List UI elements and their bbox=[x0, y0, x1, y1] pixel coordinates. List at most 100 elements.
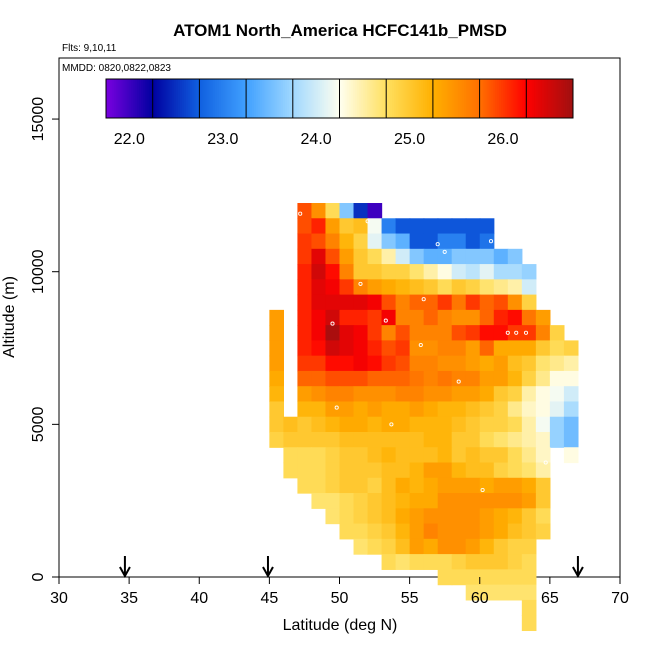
heatmap-cell bbox=[339, 370, 355, 387]
heatmap-cell bbox=[451, 340, 467, 357]
heatmap-cell bbox=[395, 218, 411, 235]
heatmap-cell bbox=[465, 493, 481, 509]
heatmap-cell bbox=[325, 386, 341, 403]
heatmap-cell bbox=[353, 340, 369, 357]
heatmap-cell bbox=[507, 279, 523, 296]
heatmap-cell bbox=[409, 340, 425, 357]
x-tick-label: 60 bbox=[471, 590, 489, 607]
heatmap-cell bbox=[325, 355, 341, 372]
colorbar-swatch bbox=[442, 79, 446, 118]
heatmap-cell bbox=[451, 401, 467, 418]
colorbar-swatch bbox=[417, 79, 420, 118]
colorbar-swatch bbox=[386, 79, 389, 118]
colorbar-swatch bbox=[358, 79, 362, 118]
heatmap-cell bbox=[507, 370, 523, 387]
heatmap-cell bbox=[297, 355, 313, 372]
sample-point bbox=[330, 321, 335, 326]
heatmap-cell bbox=[465, 569, 481, 586]
colorbar-swatch bbox=[218, 79, 222, 118]
colorbar-swatch bbox=[123, 79, 126, 118]
heatmap-cell bbox=[311, 447, 327, 464]
heatmap-cell bbox=[395, 294, 411, 311]
colorbar-swatch bbox=[526, 79, 529, 118]
heatmap-cell bbox=[535, 477, 551, 494]
heatmap-cell bbox=[311, 477, 327, 494]
colorbar-swatch bbox=[446, 79, 449, 118]
heatmap-cell bbox=[423, 508, 439, 525]
heatmap-cell bbox=[521, 538, 537, 555]
heatmap-cell bbox=[353, 386, 369, 403]
colorbar-swatch bbox=[432, 79, 436, 118]
heatmap-cell bbox=[549, 370, 565, 387]
heatmap-cell bbox=[479, 325, 495, 341]
heatmap-cell bbox=[507, 554, 523, 570]
heatmap-cell bbox=[423, 477, 439, 494]
heatmap-cell bbox=[353, 264, 369, 280]
heatmap-cell bbox=[465, 355, 481, 372]
colorbar-swatch bbox=[485, 79, 488, 118]
heatmap-cell bbox=[367, 294, 383, 311]
colorbar-swatch bbox=[222, 79, 226, 118]
heatmap-cell bbox=[339, 248, 355, 265]
colorbar-swatch bbox=[487, 79, 490, 118]
colorbar-swatch bbox=[117, 79, 121, 118]
heatmap-cell bbox=[437, 386, 453, 403]
colorbar-swatch bbox=[430, 79, 434, 118]
heatmap-cell bbox=[297, 370, 313, 387]
y-axis: 0 5000 10000 15000 bbox=[30, 97, 59, 581]
colorbar-swatch bbox=[366, 79, 370, 118]
heatmap-cell bbox=[297, 431, 313, 448]
heatmap-cell bbox=[563, 416, 579, 433]
colorbar-swatch bbox=[506, 79, 510, 118]
heatmap-cell bbox=[395, 325, 411, 341]
colorbar-swatch bbox=[109, 79, 113, 118]
heatmap-cell bbox=[409, 309, 425, 326]
colorbar-swatch bbox=[547, 79, 551, 118]
colorbar-swatch bbox=[205, 79, 208, 118]
heatmap-cell bbox=[353, 370, 369, 387]
heatmap-cell bbox=[297, 309, 313, 326]
colorbar-swatch bbox=[353, 79, 356, 118]
heatmap-cell bbox=[465, 325, 481, 341]
heatmap-cell bbox=[339, 447, 355, 464]
heatmap-cell bbox=[269, 340, 284, 357]
colorbar-swatch bbox=[249, 79, 253, 118]
colorbar-swatch bbox=[473, 79, 477, 118]
heatmap-cell bbox=[493, 279, 509, 296]
colorbar-swatch bbox=[545, 79, 549, 118]
colorbar-swatch bbox=[168, 79, 171, 118]
colorbar-swatch bbox=[306, 79, 309, 118]
heatmap-cell bbox=[325, 218, 341, 235]
heatmap-cell bbox=[353, 203, 369, 219]
heatmap-cell bbox=[465, 264, 481, 280]
heatmap-cell bbox=[325, 462, 341, 479]
heatmap-cell bbox=[367, 340, 383, 357]
heatmap-cell bbox=[381, 264, 397, 280]
heatmap-cell bbox=[367, 325, 383, 341]
colorbar-swatch bbox=[549, 79, 553, 118]
heatmap-cell bbox=[423, 386, 439, 403]
heatmap-cell bbox=[297, 294, 313, 311]
colorbar-swatch bbox=[339, 79, 342, 118]
colorbar-swatch bbox=[290, 79, 294, 118]
heatmap-cell bbox=[325, 401, 341, 418]
heatmap-cell bbox=[395, 416, 411, 433]
heatmap-cell bbox=[507, 462, 523, 479]
colorbar-swatch bbox=[479, 79, 483, 118]
heatmap-cell bbox=[521, 523, 537, 540]
colorbar-swatch bbox=[172, 79, 175, 118]
colorbar-swatch bbox=[425, 79, 428, 118]
heatmap-cell bbox=[297, 447, 313, 464]
heatmap-cell bbox=[395, 279, 411, 296]
heatmap-cell bbox=[493, 340, 509, 357]
heatmap-cell bbox=[353, 462, 369, 479]
heatmap-cell bbox=[549, 355, 565, 372]
heatmap-cell bbox=[423, 493, 439, 509]
heatmap-cell bbox=[381, 233, 397, 250]
colorbar-swatch bbox=[211, 79, 214, 118]
colorbar-swatch bbox=[357, 79, 360, 118]
heatmap-cell bbox=[367, 447, 383, 464]
x-tick-label: 55 bbox=[401, 590, 419, 607]
heatmap-cell bbox=[325, 431, 341, 448]
x-tick-label: 40 bbox=[190, 590, 208, 607]
